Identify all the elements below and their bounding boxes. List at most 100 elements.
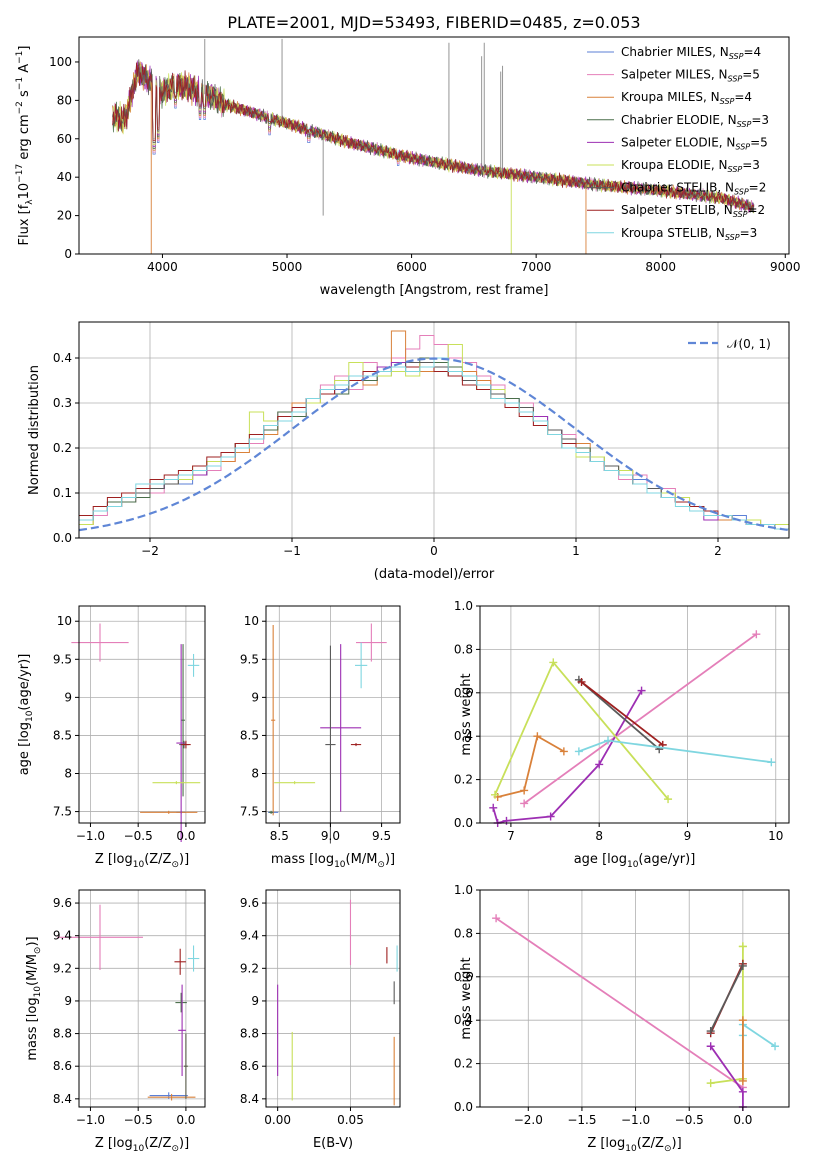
mass_vs_age-ytick-label: 10 bbox=[244, 614, 259, 628]
z_vs_age-ytick-label: 10 bbox=[57, 614, 72, 628]
z_vs_mass-axes: −1.0 −0.5 0.08.48.68.899.29.49.6Z [log10(Z… bbox=[25, 889, 206, 1154]
weight-point bbox=[520, 799, 529, 808]
weight_vs_z-xtick-label: 0.0 bbox=[733, 1113, 752, 1127]
mass_vs_age-label-part: mass [log bbox=[271, 852, 334, 867]
spectrum-ytick-label: 40 bbox=[57, 170, 72, 184]
errorbar-kroupa-stelib bbox=[187, 653, 200, 677]
weight-series-salpeter-miles bbox=[520, 630, 761, 808]
weight-series-salpeter-miles bbox=[492, 914, 747, 1092]
mass_vs_age-label-part: (M/M bbox=[346, 852, 378, 867]
weight-line bbox=[742, 1022, 776, 1047]
z_vs_age-label-part: )] bbox=[179, 852, 189, 867]
residuals-xtick-label: 1 bbox=[572, 544, 580, 558]
z_vs_mass-label-part: (M/M bbox=[25, 954, 40, 986]
spectrum-ytick-label: 80 bbox=[57, 93, 72, 107]
errorbar-salpeter-stelib bbox=[174, 948, 186, 975]
ebv_vs_mass-axes: 0.00 0.05 8.4 8.6 8.8 9 9.2 9.4 9.6 E(B-V) bbox=[240, 889, 401, 1151]
spectrum-xtick-label: 5000 bbox=[272, 260, 303, 274]
mass_vs_age-ytick-label: 9 bbox=[251, 690, 259, 704]
spectrum-label-part: −2 bbox=[15, 101, 25, 114]
mass_vs_age-plot bbox=[268, 623, 387, 844]
weight-point bbox=[706, 1027, 715, 1036]
residuals-ylabel: Normed distribution bbox=[27, 365, 42, 495]
z_vs_age-ytick-label: 8 bbox=[64, 767, 72, 781]
z_vs_mass-label-part: (Z/Z bbox=[144, 1136, 171, 1151]
z_vs_mass-ytick-label: 8.4 bbox=[53, 1092, 72, 1106]
histogram-kroupa-stelib bbox=[79, 357, 789, 530]
mass_vs_age-label-part: 10 bbox=[334, 860, 346, 870]
weight_vs_z-axes: −2.0 −1.5 −1.0 −0.5 0.0 0.0 0.2 0.4 0.6 0.8 1.0 Z [… bbox=[454, 883, 790, 1154]
errorbar-salpeter-elodie bbox=[178, 984, 186, 1076]
spectrum-xtick-label: 7000 bbox=[521, 260, 552, 274]
spectrum-xtick-label: 4000 bbox=[147, 260, 178, 274]
z_vs_mass-ytick-label: 9.6 bbox=[53, 896, 72, 910]
weight-point bbox=[771, 1042, 780, 1051]
weight-point bbox=[664, 795, 673, 804]
residuals-xtick-label: 0 bbox=[430, 544, 438, 558]
z_vs_age-ylabel: age [log10(age/yr)] bbox=[17, 654, 35, 776]
weight-point bbox=[738, 961, 747, 970]
z_vs_mass-label-part: 10 bbox=[33, 986, 43, 998]
z_vs_age-label-part: age [log bbox=[17, 722, 32, 775]
weight_vs_z-ytick-label: 0.8 bbox=[454, 926, 473, 940]
mass_vs_age-xlabel: mass [log10(M/M⊙)] bbox=[271, 852, 395, 870]
weight-point bbox=[752, 630, 761, 639]
mass_vs_age-xtick-label: 9.0 bbox=[321, 829, 340, 843]
weight-point bbox=[489, 803, 498, 812]
legend-label-text: Chabrier ELODIE, N bbox=[621, 113, 737, 127]
weight_vs_age-xtick-label: 8 bbox=[595, 829, 603, 843]
legend-label-suffix: =5 bbox=[742, 68, 760, 82]
figure-title: PLATE=2001, MJD=53493, FIBERID=0485, z=0… bbox=[227, 13, 640, 32]
weight_vs_age-ytick-label: 0.8 bbox=[454, 642, 473, 656]
ebv_vs_mass-grid bbox=[266, 890, 400, 1107]
ebv-vs-mass-panel: 0.00 0.05 8.4 8.6 8.8 9 9.2 9.4 9.6 E(B-V) bbox=[240, 889, 401, 1151]
weight_vs_age-ylabel: mass weight bbox=[459, 673, 474, 755]
z_vs_age-label-part: (Z/Z bbox=[144, 852, 171, 867]
errorbar-chabrier-stelib bbox=[325, 645, 336, 844]
spectrum-panel: 4000 5000 6000 7000 8000 9000 0 20 40 60 80 100 Chab… bbox=[15, 36, 801, 298]
z_vs_mass-xlabel: Z [log10(Z/Z⊙)] bbox=[95, 1136, 189, 1154]
weight_vs_age-ytick-label: 1.0 bbox=[454, 599, 473, 613]
z_vs_mass-xtick-label: 0.0 bbox=[176, 1113, 195, 1127]
weight-series-kroupa-stelib bbox=[574, 736, 776, 767]
normal-curve bbox=[78, 357, 790, 532]
spectrum-xlabel: wavelength [Angstrom, rest frame] bbox=[320, 283, 549, 298]
z_vs_mass-ytick-label: 8.6 bbox=[53, 1059, 72, 1073]
legend-label-suffix: =2 bbox=[747, 203, 765, 217]
legend-label-sub: SSP bbox=[725, 233, 740, 242]
mass_vs_age-ytick-label: 8 bbox=[251, 767, 259, 781]
residuals-ytick-label: 0.3 bbox=[53, 396, 72, 410]
weight_vs_z-label-part: Z [log bbox=[587, 1136, 625, 1151]
z-vs-mass-panel: −1.0 −0.5 0.08.48.68.899.29.49.6Z [log10(Z… bbox=[25, 889, 206, 1154]
residuals-ytick-label: 0.1 bbox=[53, 486, 72, 500]
legend-label-sub: SSP bbox=[733, 210, 748, 219]
spectrum-label-part: erg cm bbox=[17, 114, 32, 163]
z_vs_mass-frame bbox=[78, 889, 206, 1108]
weight_vs_z-xlabel: Z [log10(Z/Z⊙)] bbox=[587, 1136, 681, 1154]
ebv_vs_mass-ytick-label: 9 bbox=[251, 994, 259, 1008]
ebv_vs_mass-ytick-label: 9.2 bbox=[240, 961, 259, 975]
ebv_vs_mass-ytick-label: 9.4 bbox=[240, 929, 259, 943]
legend-label-text: Salpeter ELODIE, N bbox=[621, 135, 735, 149]
weight-series-kroupa-miles bbox=[493, 732, 568, 801]
weight-point bbox=[706, 1042, 715, 1051]
errorbar-salpeter-stelib bbox=[350, 743, 362, 747]
legend-label: Kroupa ELODIE, NSSP=3 bbox=[621, 158, 760, 174]
legend-label-text: Kroupa MILES, N bbox=[621, 90, 720, 104]
weight-point bbox=[546, 812, 555, 821]
weight-series-kroupa-stelib bbox=[738, 1020, 780, 1051]
legend-label: Chabrier MILES, NSSP=4 bbox=[621, 45, 761, 61]
weight-point bbox=[738, 1087, 747, 1096]
weight_vs_age-xtick-label: 9 bbox=[684, 829, 692, 843]
legend-label-sub: SSP bbox=[735, 142, 750, 151]
errorbar-salpeter-stelib bbox=[181, 740, 191, 749]
weight-point bbox=[549, 658, 558, 667]
legend-label-sub: SSP bbox=[728, 75, 743, 84]
weight_vs_age-ytick-label: 0.4 bbox=[454, 729, 473, 743]
z_vs_age-xtick-label: −0.5 bbox=[124, 829, 153, 843]
ebv_vs_mass-xtick-label: 0.05 bbox=[337, 1113, 364, 1127]
weight-point bbox=[595, 760, 604, 769]
weight_vs_z-ytick-label: 0.2 bbox=[454, 1057, 473, 1071]
weight-series-kroupa-miles bbox=[738, 1016, 747, 1085]
mass_vs_age-frame bbox=[265, 605, 401, 824]
